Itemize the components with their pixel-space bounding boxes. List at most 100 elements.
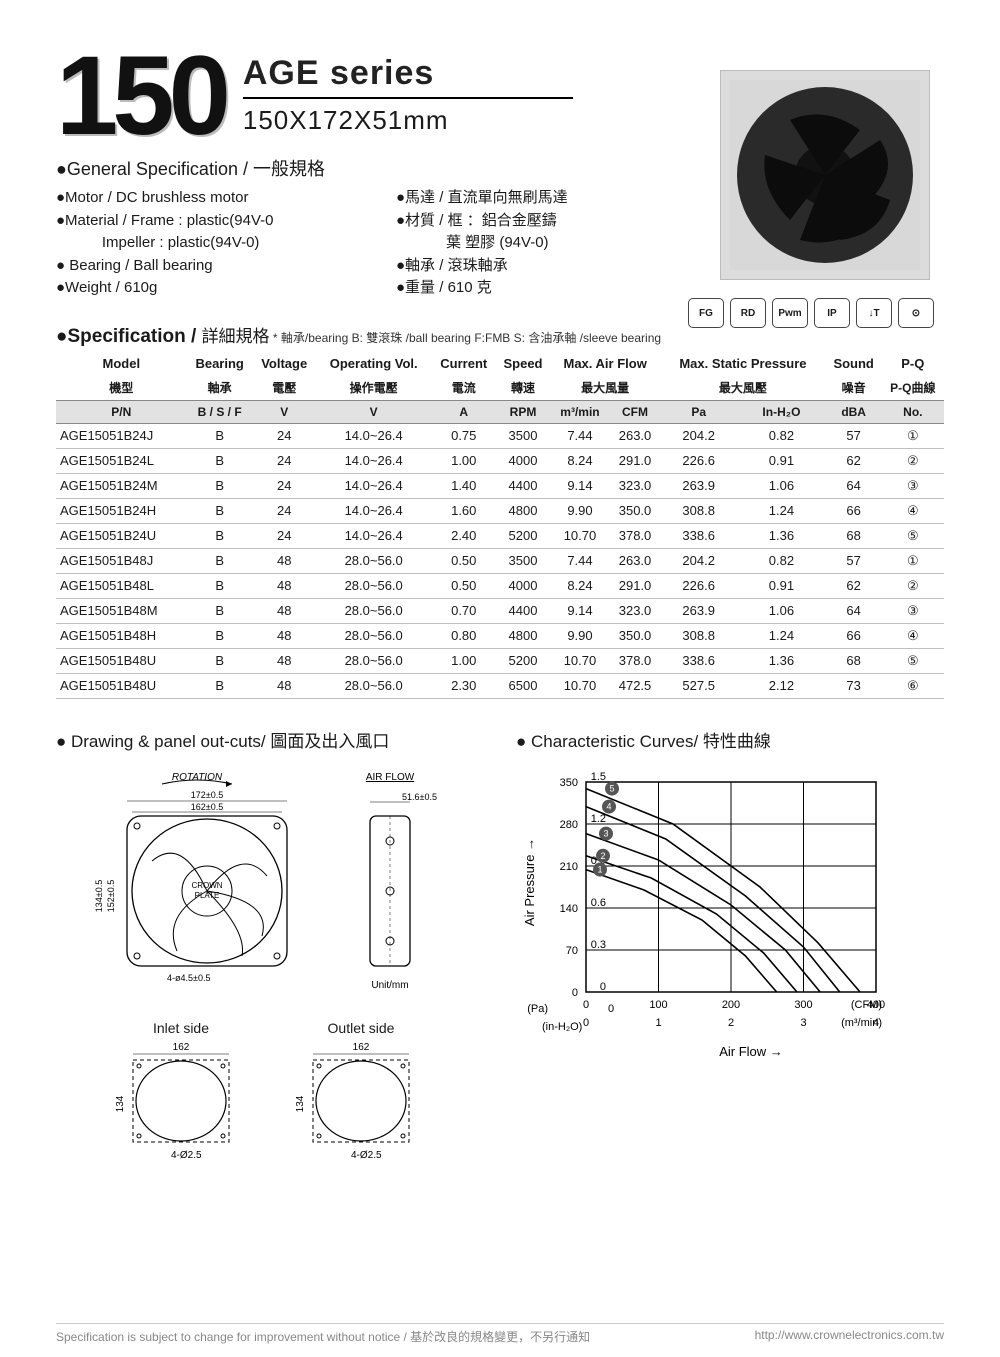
table-cell: 263.0 — [610, 548, 660, 573]
table-cell: 28.0~56.0 — [316, 573, 432, 598]
table-cell: 291.0 — [610, 448, 660, 473]
feature-icons: FGRDPwmIP↓T⊙ — [688, 298, 934, 328]
table-cell: B — [187, 648, 253, 673]
table-cell: 62 — [826, 448, 882, 473]
spec-line: ●Material / Frame : plastic(94V-0 — [56, 210, 366, 233]
table-cell: 57 — [826, 548, 882, 573]
table-cell: 68 — [826, 648, 882, 673]
series-title: AGE series — [243, 54, 573, 93]
svg-text:0: 0 — [608, 1003, 614, 1015]
cutouts: Inlet side 162 134 4-Ø2.5 Outlet side 16… — [56, 1020, 486, 1171]
table-header: P-Q曲線 — [882, 375, 944, 401]
svg-text:140: 140 — [560, 903, 578, 915]
feature-icon: ⊙ — [898, 298, 934, 328]
svg-text:3: 3 — [800, 1017, 806, 1029]
table-cell: 350.0 — [610, 498, 660, 523]
curves-section: ● Characteristic Curves/ 特性曲線 0010012002… — [516, 727, 944, 1171]
drawing-heading: ● Drawing & panel out-cuts/ 圖面及出入風口 — [56, 727, 486, 752]
table-cell: 1.36 — [737, 648, 825, 673]
table-cell: 8.24 — [550, 573, 610, 598]
table-header-row-1: ModelBearingVoltageOperating Vol.Current… — [56, 352, 944, 375]
svg-text:134: 134 — [295, 1095, 306, 1112]
table-cell: B — [187, 448, 253, 473]
table-cell: 8.24 — [550, 448, 610, 473]
table-cell: 14.0~26.4 — [316, 473, 432, 498]
svg-text:3: 3 — [603, 828, 608, 838]
table-header: Model — [56, 352, 187, 375]
table-row: AGE15051B24HB2414.0~26.41.6048009.90350.… — [56, 498, 944, 523]
model-number: 150 — [56, 48, 225, 143]
svg-text:350: 350 — [560, 777, 578, 789]
table-cell: 14.0~26.4 — [316, 498, 432, 523]
spec-line: ●軸承 / 滾珠軸承 — [396, 255, 626, 278]
table-header: 操作電壓 — [316, 375, 432, 401]
footer-right: http://www.crownelectronics.com.tw — [755, 1328, 944, 1345]
table-cell: 378.0 — [610, 523, 660, 548]
table-cell: 0.70 — [432, 598, 496, 623]
general-spec-right: ●馬達 / 直流單向無刷馬達●材質 / 框 ：鋁合金壓鑄 葉 塑膠 (94V-0… — [396, 187, 626, 300]
table-header: Bearing — [187, 352, 253, 375]
feature-icon: ↓T — [856, 298, 892, 328]
table-cell: 3500 — [496, 423, 550, 448]
table-header: 最大風量 — [550, 375, 660, 401]
table-cell: 14.0~26.4 — [316, 448, 432, 473]
svg-text:2: 2 — [600, 850, 605, 860]
table-header: 噪音 — [826, 375, 882, 401]
feature-icon: IP — [814, 298, 850, 328]
table-cell: 1.60 — [432, 498, 496, 523]
table-cell: B — [187, 673, 253, 698]
table-cell: 4000 — [496, 573, 550, 598]
svg-text:280: 280 — [560, 819, 578, 831]
drawing-section: ● Drawing & panel out-cuts/ 圖面及出入風口 ROTA… — [56, 727, 486, 1171]
table-cell: 28.0~56.0 — [316, 548, 432, 573]
series-box: AGE series 150X172X51mm — [243, 54, 573, 136]
table-header: V — [253, 400, 316, 423]
product-photo — [720, 70, 930, 280]
table-cell: 57 — [826, 423, 882, 448]
lower-section: ● Drawing & panel out-cuts/ 圖面及出入風口 ROTA… — [56, 727, 944, 1171]
table-header: CFM — [610, 400, 660, 423]
general-spec-left: ●Motor / DC brushless motor●Material / F… — [56, 187, 366, 300]
table-cell: AGE15051B48H — [56, 623, 187, 648]
table-header: Speed — [496, 352, 550, 375]
table-cell: 1.36 — [737, 523, 825, 548]
table-row: AGE15051B48LB4828.0~56.00.5040008.24291.… — [56, 573, 944, 598]
svg-text:4: 4 — [606, 801, 611, 811]
table-header: B / S / F — [187, 400, 253, 423]
table-cell: 0.91 — [737, 448, 825, 473]
inlet-label: Inlet side — [111, 1020, 251, 1036]
table-cell: 6500 — [496, 673, 550, 698]
table-row: AGE15051B48HB4828.0~56.00.8048009.90350.… — [56, 623, 944, 648]
drawing-box: ROTATION 172±0.5 162±0.5 CROWN PLATE — [56, 766, 486, 996]
table-cell: 48 — [253, 548, 316, 573]
spec-line: ●Weight / 610g — [56, 277, 366, 300]
table-cell: 2.40 — [432, 523, 496, 548]
spec-line: ●Motor / DC brushless motor — [56, 187, 366, 210]
table-cell: 263.9 — [660, 473, 737, 498]
table-cell: 48 — [253, 573, 316, 598]
table-cell: 527.5 — [660, 673, 737, 698]
table-header: V — [316, 400, 432, 423]
table-cell: ⑤ — [882, 523, 944, 548]
table-header: P-Q — [882, 352, 944, 375]
table-cell: 28.0~56.0 — [316, 623, 432, 648]
table-cell: 28.0~56.0 — [316, 673, 432, 698]
svg-text:70: 70 — [566, 945, 578, 957]
table-header: 電壓 — [253, 375, 316, 401]
table-cell: AGE15051B48U — [56, 673, 187, 698]
footer-left: Specification is subject to change for i… — [56, 1328, 590, 1345]
table-cell: ① — [882, 423, 944, 448]
table-cell: 64 — [826, 598, 882, 623]
svg-text:0: 0 — [583, 1017, 589, 1029]
table-row: AGE15051B24JB2414.0~26.40.7535007.44263.… — [56, 423, 944, 448]
table-header: Sound — [826, 352, 882, 375]
table-cell: 24 — [253, 448, 316, 473]
table-header: Operating Vol. — [316, 352, 432, 375]
table-cell: ⑤ — [882, 648, 944, 673]
drawing-side: AIR FLOW 51.6±0.5 Unit/mm — [340, 766, 450, 996]
table-cell: AGE15051B24L — [56, 448, 187, 473]
svg-text:Air Pressure →: Air Pressure → — [522, 838, 537, 926]
table-cell: 48 — [253, 648, 316, 673]
table-cell: 323.0 — [610, 598, 660, 623]
svg-text:1: 1 — [597, 864, 602, 874]
